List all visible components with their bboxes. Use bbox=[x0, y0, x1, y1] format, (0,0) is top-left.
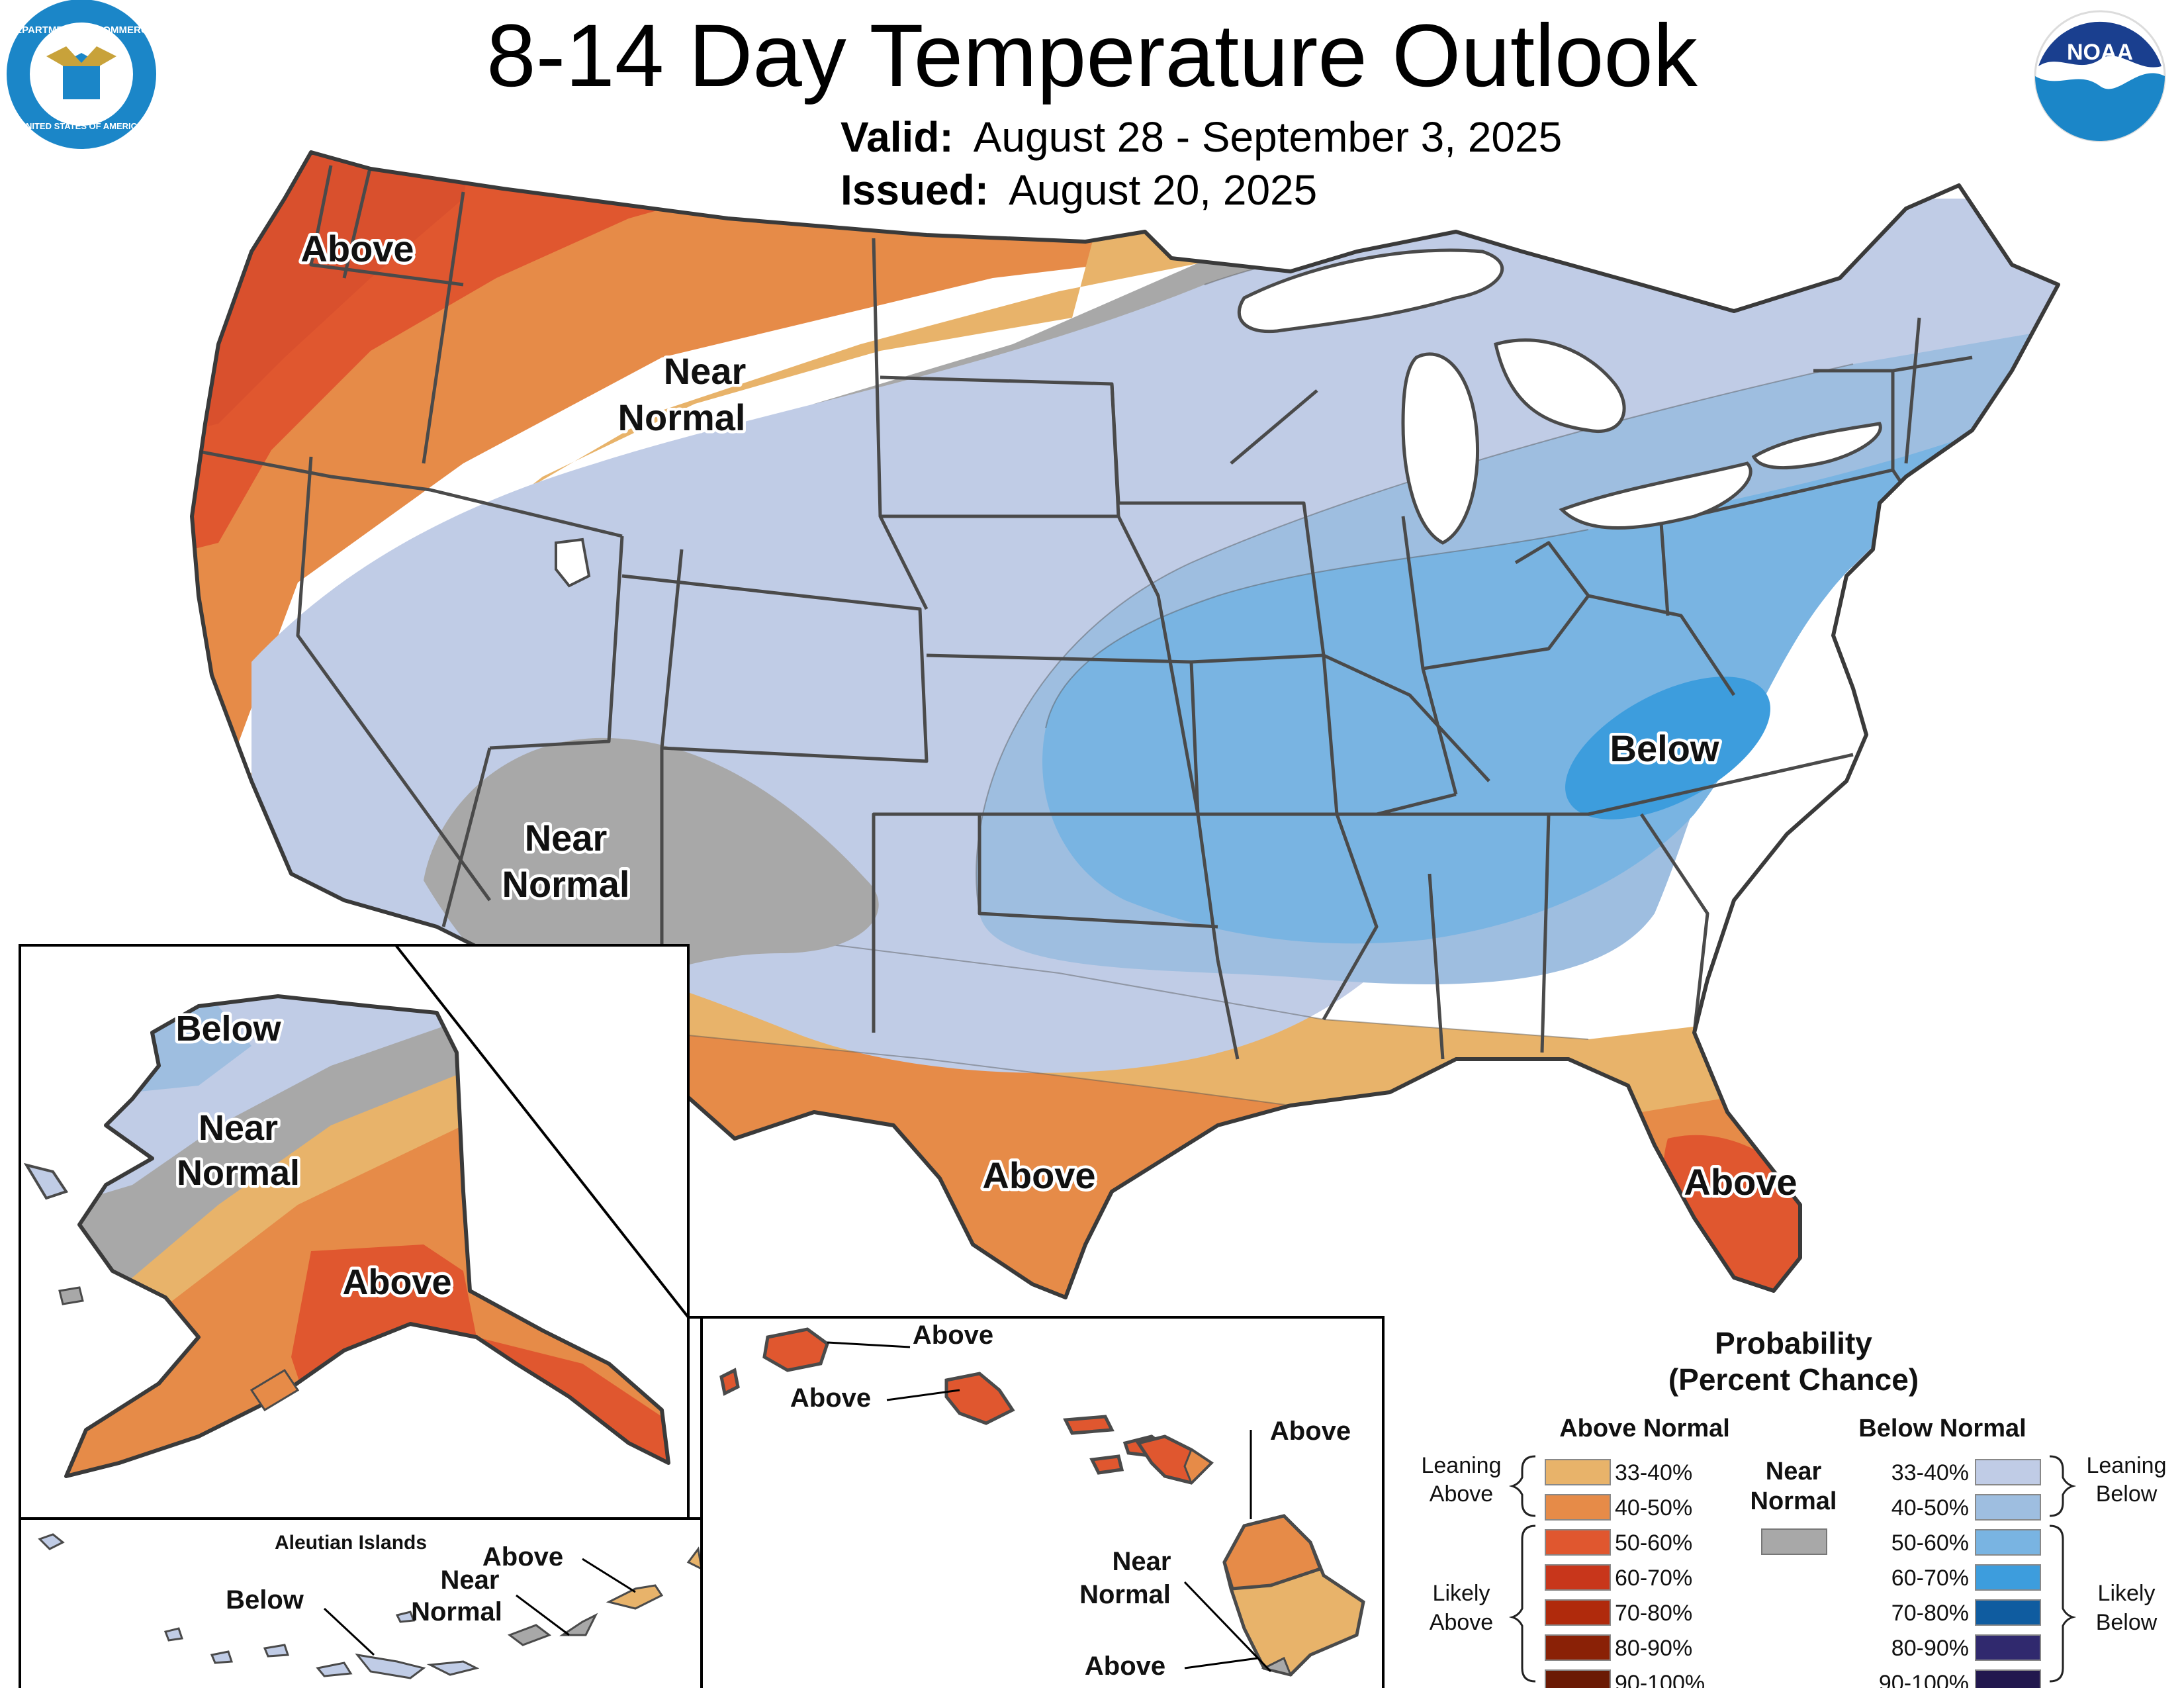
legend-leaning-below-2: Below bbox=[2096, 1481, 2158, 1507]
legend-below-swatch-0 bbox=[1975, 1459, 2041, 1485]
legend-likely-below-1: Likely bbox=[2098, 1581, 2156, 1606]
label-aleutian-above: Above bbox=[482, 1542, 563, 1571]
legend-below-swatch-3 bbox=[1975, 1564, 2041, 1591]
label-aleutian-near-1: Near bbox=[441, 1566, 500, 1595]
label-north-near-2: Normal bbox=[618, 397, 746, 438]
label-hawaii-maui: Above bbox=[1270, 1417, 1351, 1446]
state-borders bbox=[192, 165, 1973, 1060]
label-alaska-near-2: Normal bbox=[177, 1153, 300, 1193]
legend-below-swatches: 33-40% 40-50% 50-60% 60-70% 70-80% 80-90% 90-1… bbox=[1879, 1459, 2041, 1688]
label-southwest-near-2: Normal bbox=[502, 863, 630, 905]
hawaii-inset: Above Above Above Near Normal Above bbox=[700, 1316, 1385, 1688]
legend-below-label-4: 70-80% bbox=[1891, 1601, 1969, 1626]
legend-below-label-0: 33-40% bbox=[1891, 1460, 1969, 1485]
legend-below-label-6: 90-100% bbox=[1879, 1671, 1969, 1688]
legend-below-swatch-1 bbox=[1975, 1494, 2041, 1521]
issued-label: Issued: bbox=[841, 166, 989, 214]
legend-above-label-4: 70-80% bbox=[1615, 1601, 1692, 1626]
valid-dates: August 28 - September 3, 2025 bbox=[973, 113, 1563, 161]
legend-above-swatch-6 bbox=[1545, 1669, 1611, 1688]
label-east-below: Below bbox=[1610, 727, 1719, 769]
legend-above-swatch-1 bbox=[1545, 1494, 1611, 1521]
commerce-logo: DEPARTMENT OF COMMERCE UNITED STATES OF … bbox=[7, 0, 156, 149]
legend-below-swatch-2 bbox=[1975, 1529, 2041, 1556]
aleutian-title: Aleutian Islands bbox=[275, 1532, 427, 1554]
label-hawaii-near-1: Near bbox=[1113, 1547, 1171, 1576]
legend-likely-above-2: Above bbox=[1430, 1610, 1493, 1635]
legend-likely-below-2: Below bbox=[2096, 1610, 2158, 1635]
legend-near-swatch bbox=[1761, 1528, 1827, 1555]
conus-labels: Above Near Normal Near Normal Above Belo… bbox=[298, 225, 1800, 1206]
legend-leaning-above-1: Leaning bbox=[1421, 1453, 1501, 1478]
legend-above-swatches: 33-40% 40-50% 50-60% 60-70% 70-80% 80-90% 90-1… bbox=[1545, 1459, 1705, 1688]
noaa-logo: NOAA bbox=[2034, 10, 2166, 142]
issued-date: August 20, 2025 bbox=[1009, 166, 1318, 214]
alaska-inset: Below Near Normal Above bbox=[19, 944, 702, 1520]
label-northwest-above: Above bbox=[300, 228, 414, 269]
legend-above-swatch-5 bbox=[1545, 1634, 1611, 1661]
legend-above-swatch-2 bbox=[1545, 1529, 1611, 1556]
legend-likely-above-1: Likely bbox=[1433, 1581, 1490, 1606]
label-aleutian-below: Below bbox=[226, 1585, 304, 1615]
great-lakes bbox=[1237, 248, 1882, 545]
legend-below-swatch-6 bbox=[1975, 1669, 2041, 1688]
legend-above-swatch-4 bbox=[1545, 1599, 1611, 1626]
legend-above-swatch-3 bbox=[1545, 1564, 1611, 1591]
legend-above-header: Above Normal bbox=[1559, 1415, 1730, 1442]
legend-title-1: Probability bbox=[1715, 1326, 1872, 1360]
legend-above-swatch-0 bbox=[1545, 1459, 1611, 1485]
legend-above-label-3: 60-70% bbox=[1615, 1566, 1692, 1591]
legend-leaning-below-1: Leaning bbox=[2086, 1453, 2166, 1478]
label-north-near-1: Near bbox=[664, 350, 747, 392]
valid-line: Valid: August 28 - September 3, 2025 bbox=[841, 113, 1562, 162]
commerce-top-text: DEPARTMENT OF COMMERCE bbox=[8, 24, 154, 36]
legend-below-header: Below Normal bbox=[1858, 1415, 2026, 1442]
legend: Probability (Percent Chance) Above Norma… bbox=[1421, 1326, 2167, 1688]
label-alaska-near-1: Near bbox=[199, 1108, 278, 1148]
label-alaska-below: Below bbox=[175, 1009, 281, 1049]
label-south-above: Above bbox=[982, 1154, 1095, 1196]
legend-above-label-2: 50-60% bbox=[1615, 1530, 1692, 1556]
label-hawaii-oahu: Above bbox=[790, 1383, 871, 1413]
label-florida-above: Above bbox=[1684, 1161, 1797, 1203]
valid-label: Valid: bbox=[841, 113, 954, 161]
legend-below-swatch-4 bbox=[1975, 1599, 2041, 1626]
map-title: 8-14 Day Temperature Outlook bbox=[486, 7, 1698, 105]
legend-above-label-5: 80-90% bbox=[1615, 1636, 1692, 1661]
label-aleutian-near-2: Normal bbox=[411, 1597, 502, 1626]
noaa-text: NOAA bbox=[2067, 40, 2133, 65]
legend-above-label-0: 33-40% bbox=[1615, 1460, 1692, 1485]
legend-near-header-1: Near bbox=[1766, 1458, 1822, 1485]
issued-line: Issued: August 20, 2025 bbox=[841, 165, 1317, 214]
commerce-bottom-text: UNITED STATES OF AMERICA bbox=[20, 121, 144, 131]
legend-below-label-3: 60-70% bbox=[1891, 1566, 1969, 1591]
aleutian-inset: Aleutian Islands Below Near bbox=[19, 1517, 703, 1688]
label-hawaii-south: Above bbox=[1085, 1652, 1165, 1681]
label-hawaii-near-2: Normal bbox=[1079, 1580, 1171, 1609]
legend-below-swatch-5 bbox=[1975, 1634, 2041, 1661]
legend-near-header-2: Normal bbox=[1751, 1487, 1837, 1515]
legend-below-label-2: 50-60% bbox=[1891, 1530, 1969, 1556]
legend-above-label-6: 90-100% bbox=[1615, 1671, 1705, 1688]
label-alaska-above: Above bbox=[342, 1262, 451, 1302]
legend-below-label-1: 40-50% bbox=[1891, 1495, 1969, 1521]
legend-title-2: (Percent Chance) bbox=[1668, 1362, 1919, 1397]
label-southwest-near-1: Near bbox=[525, 817, 608, 859]
label-hawaii-kauai: Above bbox=[913, 1321, 993, 1350]
legend-below-label-5: 80-90% bbox=[1891, 1636, 1969, 1661]
legend-leaning-above-2: Above bbox=[1430, 1481, 1493, 1507]
legend-above-label-1: 40-50% bbox=[1615, 1495, 1692, 1521]
